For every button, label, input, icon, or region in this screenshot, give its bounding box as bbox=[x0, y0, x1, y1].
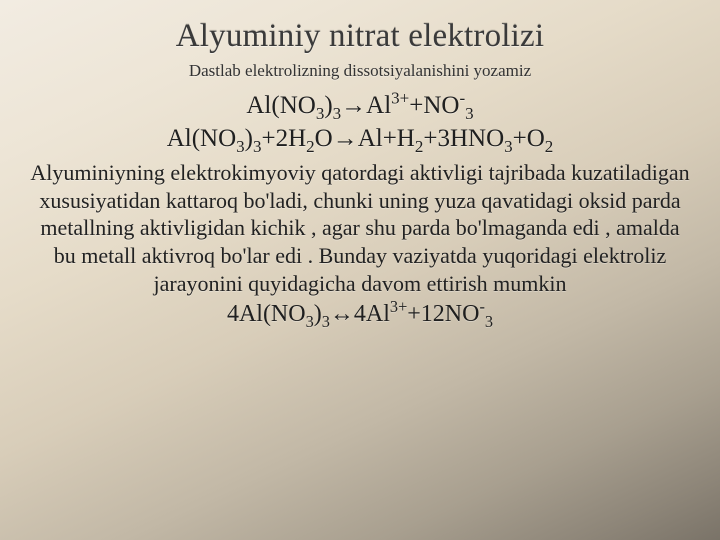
eq3-s1: 3 bbox=[306, 311, 314, 330]
eq1-sub2: 3 bbox=[333, 104, 342, 123]
eq2-s7: 2 bbox=[545, 137, 554, 156]
body-paragraph: Alyuminiyning elektrokimyoviy qatordagi … bbox=[28, 159, 692, 298]
eq2-p6: +3HNO bbox=[423, 125, 504, 152]
eq3-p1: 4Al(NO bbox=[227, 301, 306, 327]
eq3-s2: 3 bbox=[322, 311, 330, 330]
equation-dissociation: Al(NO3)3→Al3++NO-3 bbox=[28, 89, 692, 122]
slide-container: Alyuminiy nitrat elektrolizi Dastlab ele… bbox=[0, 0, 720, 540]
eq1-rhs-a: Al bbox=[366, 92, 391, 119]
eq3-s4: 3 bbox=[485, 311, 493, 330]
equation-equilibrium: 4Al(NO3)3↔4Al3++12NO-3 bbox=[28, 300, 692, 328]
eq2-s1: 3 bbox=[236, 137, 245, 156]
eq3-arrow: ↔ bbox=[330, 300, 354, 327]
eq3-p2: ) bbox=[314, 301, 322, 327]
slide-subtitle: Dastlab elektrolizning dissotsiyalanishi… bbox=[28, 61, 692, 81]
eq1-rhs-b-sub: 3 bbox=[465, 104, 474, 123]
eq2-p5: Al+H bbox=[358, 125, 415, 152]
eq2-p7: +O bbox=[513, 125, 545, 152]
eq2-p1: Al(NO bbox=[167, 125, 236, 152]
eq1-arrow: → bbox=[341, 91, 366, 119]
eq2-p2: ) bbox=[245, 125, 253, 152]
eq1-lhs: Al(NO bbox=[246, 92, 315, 119]
eq2-arrow: → bbox=[333, 124, 358, 152]
eq2-p4: O bbox=[315, 125, 333, 152]
equation-electrolysis: Al(NO3)3+2H2O→Al+H2+3HNO3+O2 bbox=[28, 122, 692, 155]
eq3-sup3: 3+ bbox=[390, 297, 407, 316]
eq1-lhs-close: ) bbox=[324, 92, 332, 119]
eq2-s3: 2 bbox=[306, 137, 315, 156]
eq1-rhs-a-sup: 3+ bbox=[391, 89, 409, 108]
eq3-p3: 4Al bbox=[354, 301, 390, 327]
eq2-s6: 3 bbox=[504, 137, 513, 156]
eq2-p3: +2H bbox=[261, 125, 306, 152]
eq3-p4: +12NO bbox=[407, 301, 479, 327]
slide-title: Alyuminiy nitrat elektrolizi bbox=[28, 18, 692, 55]
eq1-plus: +NO bbox=[409, 92, 459, 119]
